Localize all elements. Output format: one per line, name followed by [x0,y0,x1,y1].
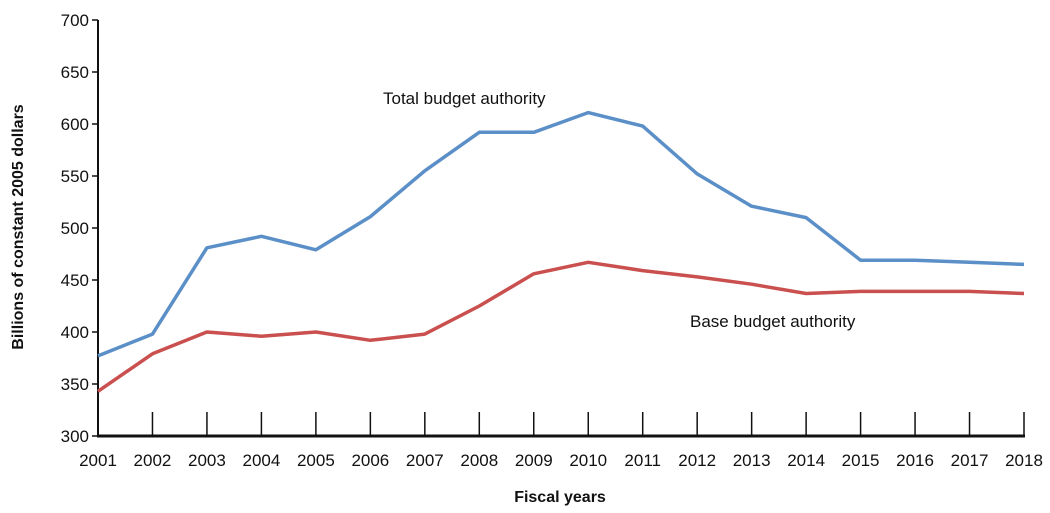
x-tick-label: 2014 [787,451,825,470]
x-tick-label: 2006 [351,451,389,470]
y-tick-label: 400 [61,323,89,342]
y-tick-label: 650 [61,63,89,82]
x-tick-label: 2008 [460,451,498,470]
x-tick-label: 2017 [951,451,989,470]
x-tick-label: 2003 [188,451,226,470]
y-ticks: 300 350 400 450 500 550 600 650 700 [61,11,98,446]
x-tick-label: 2001 [79,451,117,470]
x-tick-label: 2012 [678,451,716,470]
x-tick-label: 2002 [134,451,172,470]
series-line-base-budget-authority [97,260,1025,393]
x-tick-label: 2016 [896,451,934,470]
x-tick-label: 2004 [242,451,280,470]
x-tick-label: 2018 [1005,451,1043,470]
y-tick-label: 550 [61,167,89,186]
series-line-total-budget-authority [97,110,1025,358]
series-label-base: Base budget authority [690,312,856,331]
x-tick-label: 2007 [406,451,444,470]
x-tick-label: 2005 [297,451,335,470]
x-axis-title: Fiscal years [514,489,606,506]
y-axis-title: Billions of constant 2005 dollars [10,104,27,349]
y-tick-label: 700 [61,11,89,30]
x-tick-label: 2010 [569,451,607,470]
y-tick-label: 450 [61,271,89,290]
y-tick-label: 500 [61,219,89,238]
x-tick-label: 2009 [515,451,553,470]
series-lines [97,110,1025,393]
y-tick-label: 350 [61,375,89,394]
y-tick-label: 600 [61,115,89,134]
series-label-total: Total budget authority [383,89,546,108]
y-tick-label: 300 [61,427,89,446]
x-tick-label: 2011 [624,451,661,470]
x-tick-label: 2013 [733,451,771,470]
x-ticks: 2001 2002 2003 2004 2005 2006 2007 2008 2009 2010… [79,412,1043,470]
x-tick-label: 2015 [842,451,880,470]
